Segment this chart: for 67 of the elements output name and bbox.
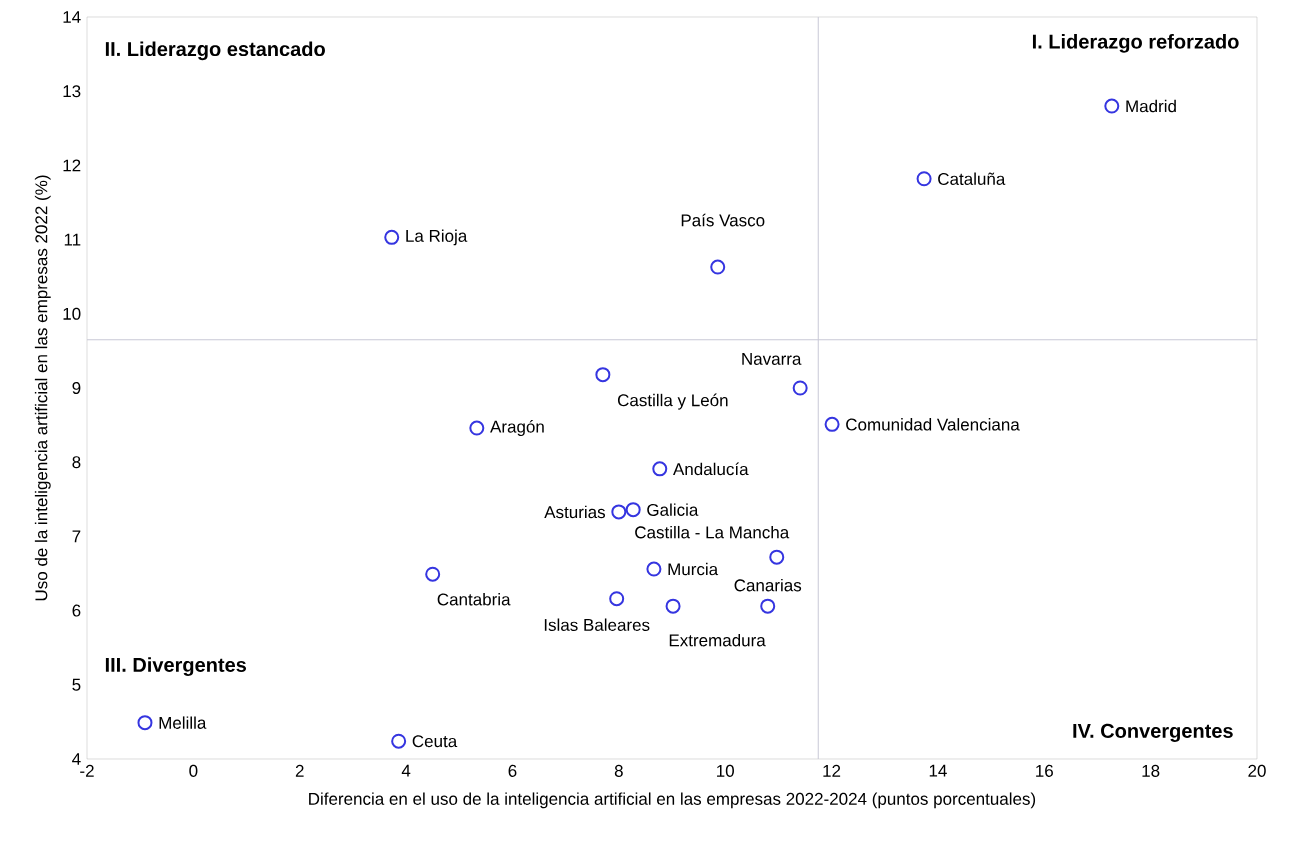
point (391, 733, 407, 749)
annotation: Asturias (544, 505, 605, 519)
annotation: Comunidad Valenciana (846, 418, 1020, 431)
annotation: Castilla y León (617, 393, 728, 410)
x-tick-label: 18 (1142, 764, 1160, 777)
point (469, 420, 485, 436)
annotation: Navarra (742, 353, 802, 365)
x-tick-label: 10 (717, 764, 734, 777)
annotation: II. Liderazgo estancado (105, 41, 325, 61)
annotation: Ceuta (412, 735, 458, 748)
x-tick-label: 0 (189, 764, 198, 777)
point (611, 504, 627, 520)
annotation: Islas Baleares (544, 618, 650, 631)
annotation: I. Liderazgo reforzado (1032, 33, 1239, 53)
point (137, 715, 153, 731)
x-tick-label: 6 (508, 764, 517, 777)
annotation: Murcia (668, 562, 719, 576)
y-tick-label: 5 (72, 678, 81, 691)
x-tick-label: 4 (401, 764, 411, 777)
point (824, 416, 840, 432)
x-tick-label: 16 (1036, 764, 1053, 777)
y-tick-label: 10 (63, 307, 81, 320)
y-tick-label: 4 (72, 753, 81, 765)
annotation: Aragón (490, 420, 544, 437)
point (769, 549, 785, 565)
y-tick-label: 11 (64, 233, 81, 246)
y-tick-label: 7 (72, 530, 81, 543)
annotation: Cantabria (437, 592, 511, 606)
annotation: Madrid (1126, 99, 1176, 113)
point (595, 367, 611, 383)
x-axis-title: Diferencia en el uso de la inteligencia artificial en las empresas 2022-2024 (puntos porcentuales) (309, 792, 1036, 809)
y-tick-label: 8 (72, 456, 81, 469)
point (916, 171, 932, 187)
point (760, 598, 776, 614)
point (710, 259, 726, 275)
point (1104, 98, 1120, 114)
annotation: La Rioja (406, 229, 468, 246)
point (609, 591, 625, 607)
y-tick-label: 12 (63, 159, 81, 172)
y-tick-label: 14 (63, 11, 81, 23)
annotation: Extremadura (669, 633, 766, 647)
annotation: IV. Convergentes (1073, 723, 1233, 742)
annotation: Andalucía (673, 462, 749, 476)
x-tick-label: 14 (929, 764, 947, 777)
y-tick-label: 9 (72, 381, 81, 395)
point (665, 598, 681, 614)
point (425, 566, 441, 582)
point (652, 461, 668, 477)
x-tick-label: 12 (823, 764, 841, 777)
x-tick-label: 2 (295, 764, 304, 777)
x-tick-label: 20 (1248, 764, 1266, 777)
annotation: País Vasco (681, 213, 765, 227)
point (384, 229, 400, 245)
annotation: Cataluña (938, 172, 1006, 185)
point (646, 561, 662, 577)
annotation: III. Divergentes (105, 657, 247, 676)
y-tick-label: 6 (72, 604, 81, 617)
annotation: Canarias (734, 578, 802, 592)
point (792, 380, 808, 396)
x-tick-label: 8 (614, 764, 623, 777)
annotation: Castilla - La Mancha (635, 525, 790, 539)
y-tick-label: 13 (63, 85, 81, 98)
annotation: Galicia (647, 503, 699, 516)
point (625, 502, 641, 518)
y-axis-title: Uso de la inteligencia artificial en las empresas 2022 (%) (34, 175, 51, 601)
x-tick-label: -2 (80, 764, 94, 777)
annotation: Melilla (159, 716, 207, 729)
